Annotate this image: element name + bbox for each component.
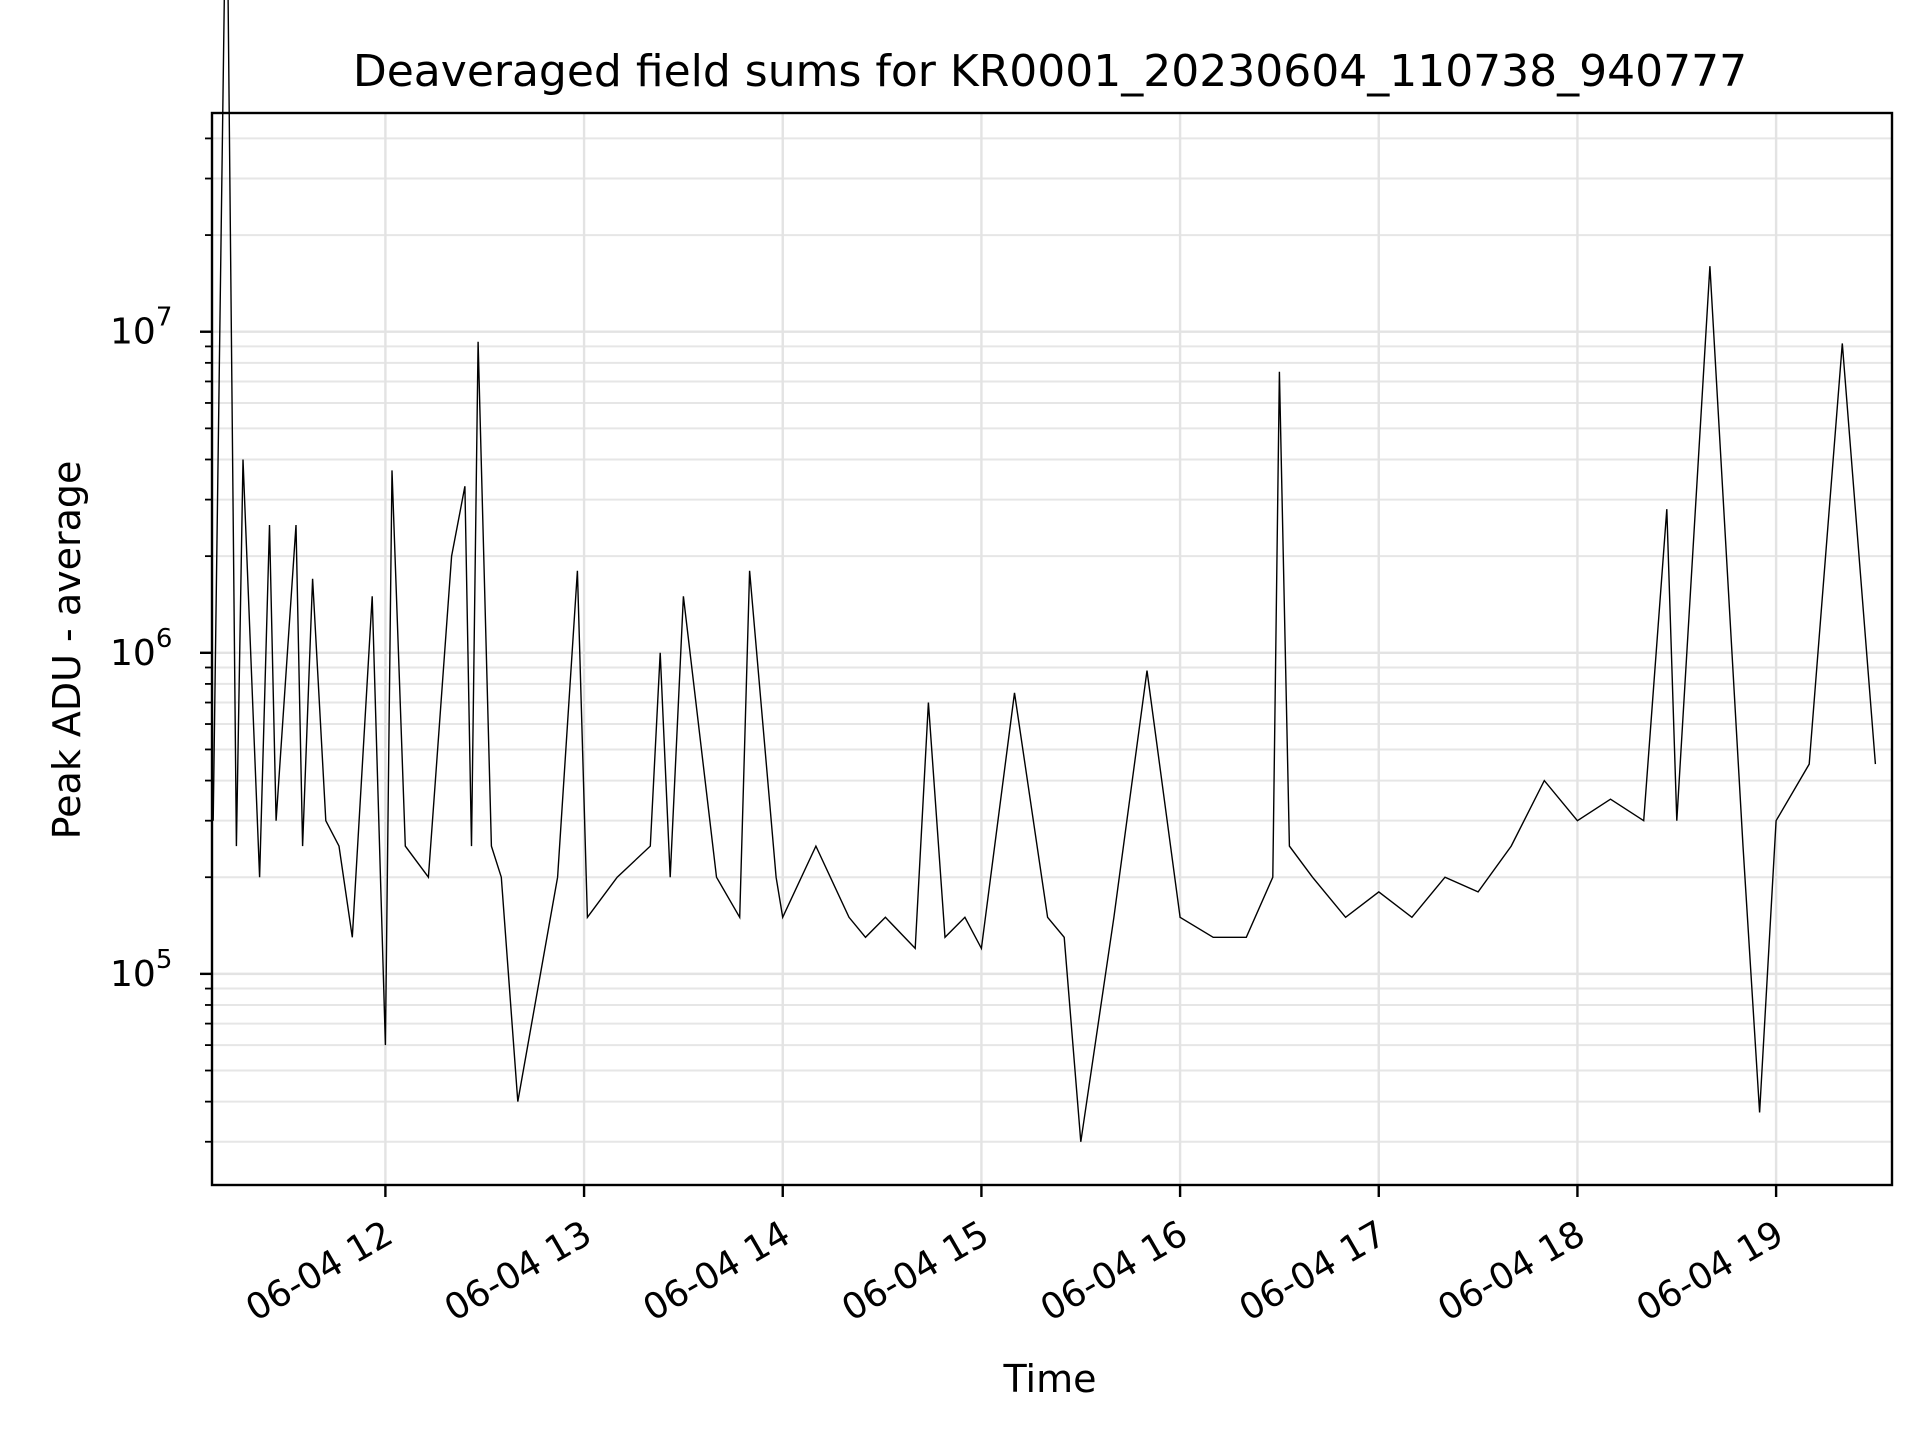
y-tick-label: 105 (110, 945, 172, 995)
x-tick-label: 06-04 12 (239, 1213, 400, 1329)
x-tick-label: 06-04 19 (1630, 1213, 1791, 1329)
x-axis-label: Time (1003, 1357, 1097, 1401)
y-axis: 105 106 107 (110, 137, 212, 1143)
plot-area (212, 0, 1877, 1142)
x-tick-label: 06-04 15 (835, 1213, 996, 1329)
chart-title: Deaveraged field sums for KR0001_2023060… (353, 46, 1747, 97)
x-tick-label: 06-04 16 (1034, 1213, 1195, 1329)
x-tick-label: 06-04 14 (637, 1213, 798, 1329)
y-axis-label: Peak ADU - average (45, 461, 89, 840)
y-tick-label: 107 (110, 303, 172, 353)
y-tick-label: 106 (110, 624, 172, 674)
series-line (212, 0, 1877, 1142)
x-tick-label: 06-04 13 (438, 1213, 599, 1329)
x-axis: 06-04 12 06-04 13 06-04 14 06-04 15 06-04 16… (239, 1185, 1791, 1330)
x-tick-label: 06-04 17 (1233, 1213, 1394, 1329)
grid (212, 113, 1892, 1185)
x-tick-label: 06-04 18 (1431, 1213, 1592, 1329)
plot-frame (210, 111, 1894, 1187)
